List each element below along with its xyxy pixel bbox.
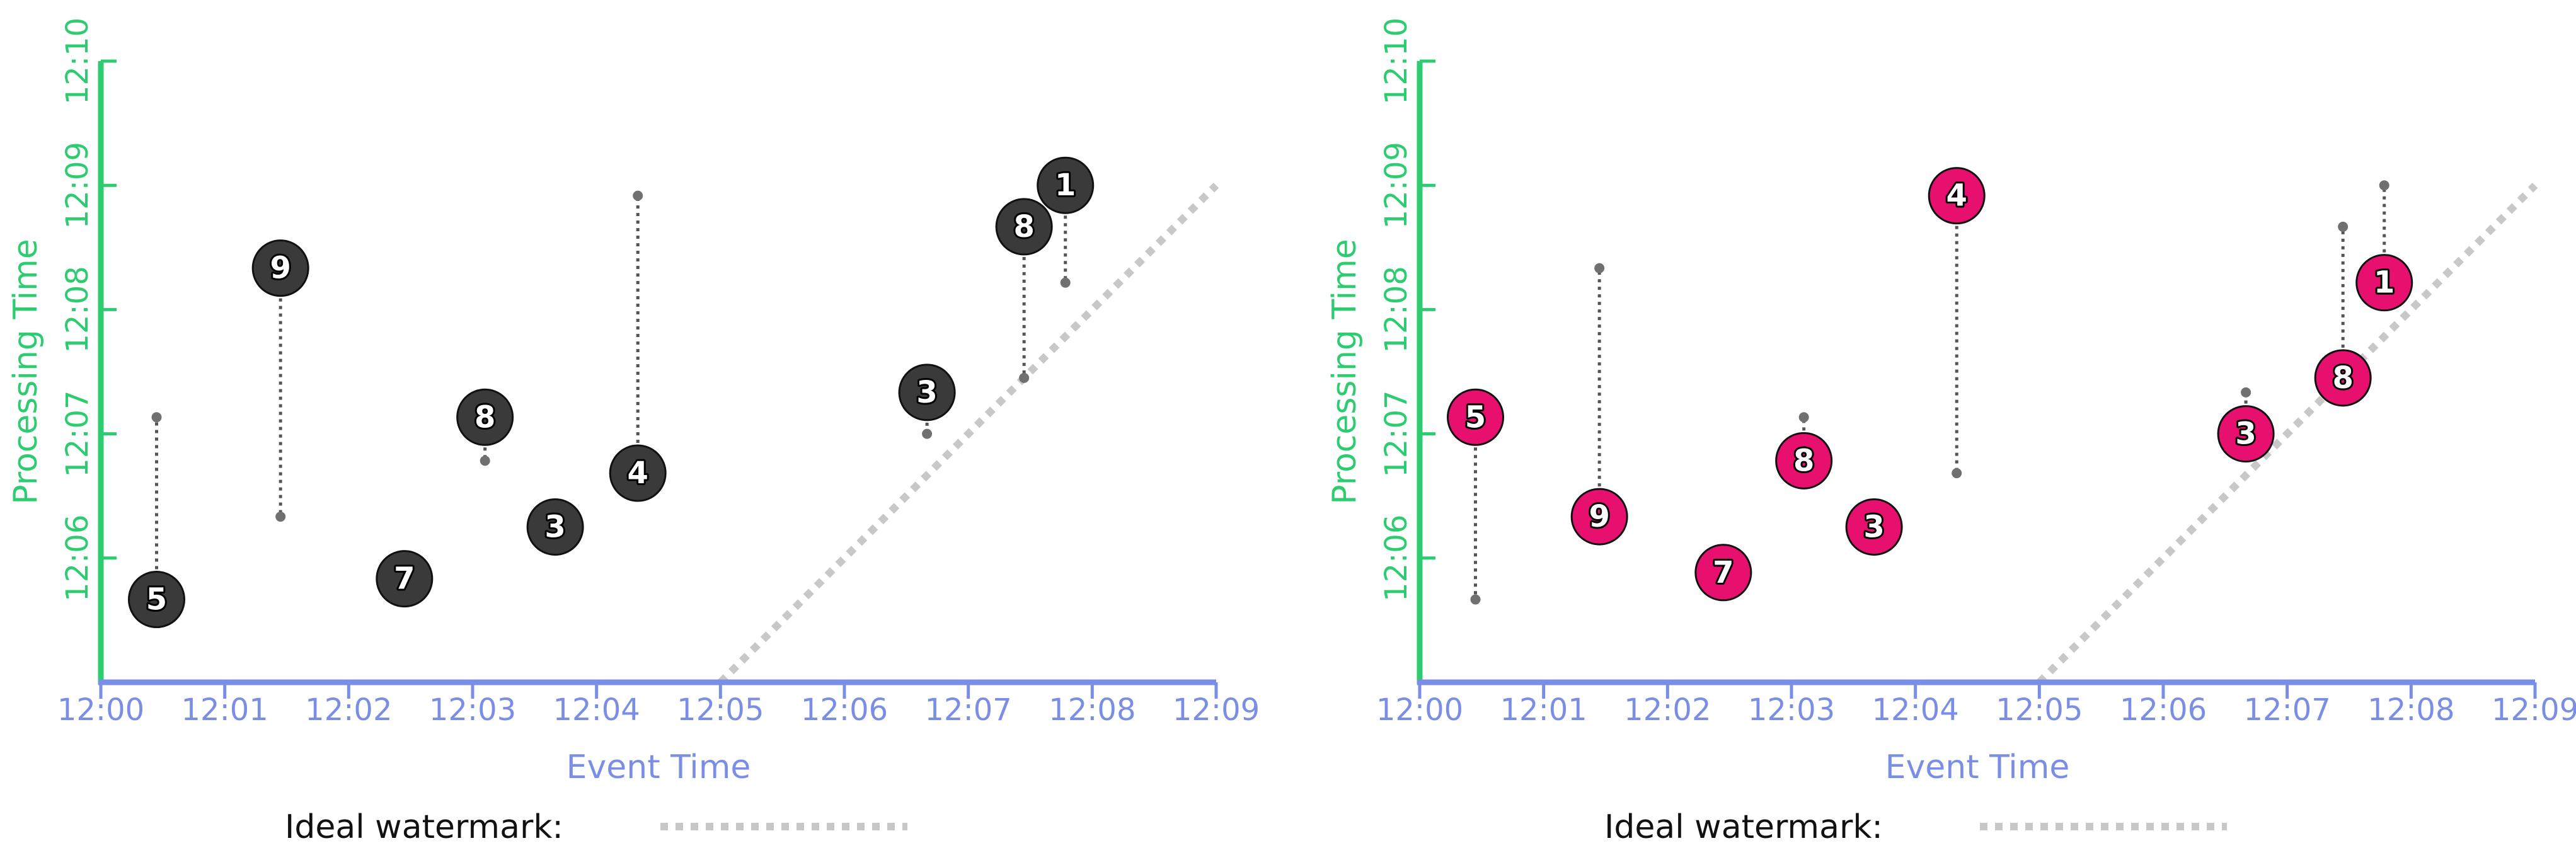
x-tick-label: 12:08 xyxy=(2367,692,2454,728)
x-tick-label: 12:09 xyxy=(2492,692,2576,728)
event-marker-label: 7 xyxy=(394,561,415,597)
emission-dot xyxy=(2338,221,2349,232)
event-marker xyxy=(995,198,1053,256)
emission-dot xyxy=(1060,277,1071,288)
event-marker-label: 7 xyxy=(1713,555,1734,590)
chart-panel-left: 12:06 12:07 12:08 12:09 12:10 12:00 12:01 12:02… xyxy=(7,18,1260,786)
event-marker xyxy=(2355,254,2413,312)
x-tick-label: 12:05 xyxy=(677,692,764,728)
legend-label: Ideal watermark: xyxy=(1604,808,1883,846)
event-marker xyxy=(128,571,185,629)
y-tick-label: 12:10 xyxy=(60,18,95,105)
event-marker xyxy=(526,498,584,556)
y-tick-label: 12:09 xyxy=(60,142,95,229)
event-marker-label: 4 xyxy=(628,455,648,491)
y-tick-label: 12:10 xyxy=(1379,18,1414,105)
x-tick-label: 12:02 xyxy=(305,692,392,728)
event-marker xyxy=(1447,388,1504,446)
legend-right: Ideal watermark: xyxy=(1604,808,2227,846)
event-marker-label: 3 xyxy=(2235,416,2256,452)
event-marker-label: 8 xyxy=(1013,209,1034,244)
y-tick-label: 12:08 xyxy=(60,266,95,353)
emission-dot xyxy=(480,455,490,466)
x-tick-label: 12:08 xyxy=(1049,692,1136,728)
event-marker xyxy=(376,550,434,608)
event-marker xyxy=(1775,432,1833,490)
event-marker-label: 8 xyxy=(2332,360,2353,396)
event-marker-label: 9 xyxy=(270,251,290,286)
x-tick-label: 12:03 xyxy=(1748,692,1835,728)
y-tick-label: 12:07 xyxy=(60,390,95,477)
chart-panel-right: 12:06 12:07 12:08 12:09 12:10 12:00 12:01 12:02… xyxy=(1326,18,2576,786)
x-tick-label: 12:07 xyxy=(925,692,1012,728)
x-tick-label: 12:03 xyxy=(429,692,516,728)
event-marker xyxy=(1037,156,1095,214)
event-marker-label: 1 xyxy=(1055,168,1076,203)
x-axis-label: Event Time xyxy=(1885,748,2070,786)
y-tick-label: 12:07 xyxy=(1379,390,1414,477)
emission-dot xyxy=(2379,180,2389,191)
emission-dot xyxy=(1798,412,1809,423)
event-marker-label: 5 xyxy=(1465,399,1486,435)
x-tick-label: 12:01 xyxy=(1500,692,1587,728)
y-axis-label: Processing Time xyxy=(7,239,45,504)
emission-dot xyxy=(2241,387,2251,398)
x-axis-label: Event Time xyxy=(566,748,751,786)
x-tick-label: 12:06 xyxy=(801,692,888,728)
x-tick-label: 12:00 xyxy=(1376,692,1463,728)
emission-dot xyxy=(1594,263,1605,273)
event-marker-label: 3 xyxy=(544,510,565,545)
event-marker xyxy=(251,239,309,297)
x-tick-label: 12:00 xyxy=(57,692,144,728)
event-marker-label: 3 xyxy=(1863,510,1884,545)
event-marker-label: 4 xyxy=(1946,178,1967,214)
event-marker-label: 5 xyxy=(146,582,167,617)
emission-dot xyxy=(275,512,286,522)
event-marker xyxy=(2217,405,2275,463)
emission-dot xyxy=(1019,372,1030,383)
event-marker-label: 8 xyxy=(474,399,495,435)
event-marker xyxy=(456,388,514,446)
y-tick-label: 12:06 xyxy=(60,515,95,602)
legend-left: Ideal watermark: xyxy=(285,808,907,846)
event-marker-label: 8 xyxy=(1793,443,1814,478)
x-tick-label: 12:06 xyxy=(2120,692,2207,728)
event-marker xyxy=(898,364,956,421)
y-tick-label: 12:08 xyxy=(1379,266,1414,353)
x-tick-label: 12:07 xyxy=(2244,692,2331,728)
event-marker-label: 9 xyxy=(1589,499,1609,534)
event-marker xyxy=(1928,167,1986,225)
event-marker xyxy=(2314,349,2372,407)
event-marker xyxy=(1694,544,1752,602)
emission-dot xyxy=(1470,594,1481,605)
x-tick-label: 12:05 xyxy=(1996,692,2083,728)
x-tick-label: 12:02 xyxy=(1624,692,1711,728)
ideal-watermark-line xyxy=(2037,182,2538,685)
y-tick-label: 12:09 xyxy=(1379,142,1414,229)
emission-dot xyxy=(1952,468,1962,479)
legend-label: Ideal watermark: xyxy=(285,808,563,846)
emission-dot xyxy=(633,190,643,201)
event-marker xyxy=(609,444,667,502)
x-tick-label: 12:04 xyxy=(553,692,640,728)
event-marker xyxy=(1845,498,1903,556)
x-tick-label: 12:04 xyxy=(1872,692,1959,728)
y-axis-label: Processing Time xyxy=(1326,239,1364,504)
x-tick-label: 12:01 xyxy=(181,692,268,728)
event-marker-label: 3 xyxy=(916,375,937,410)
emission-dot xyxy=(922,428,933,439)
y-tick-label: 12:06 xyxy=(1379,515,1414,602)
event-marker-label: 1 xyxy=(2374,265,2395,301)
x-tick-label: 12:09 xyxy=(1173,692,1260,728)
ideal-watermark-line xyxy=(718,182,1219,685)
emission-dot xyxy=(151,412,162,423)
event-marker xyxy=(1570,488,1628,546)
